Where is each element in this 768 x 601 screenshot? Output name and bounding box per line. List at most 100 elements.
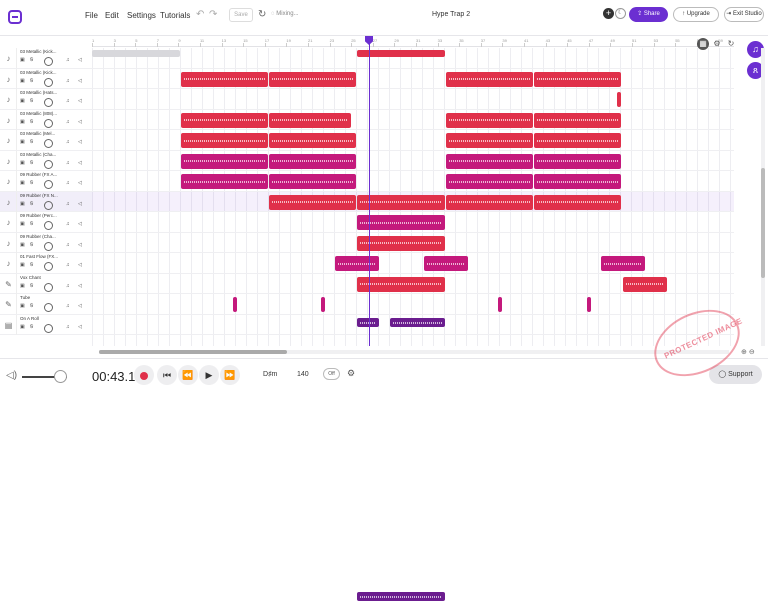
track-lane[interactable] [92,48,734,69]
fast-forward-button[interactable]: ⏩ [220,365,240,385]
track-lane[interactable] [92,69,734,89]
track-header[interactable]: ✎ Tube ▣ Ꞩ ♫ ◁ [0,294,92,315]
speaker-icon[interactable]: ◁ [78,262,82,268]
audio-clip[interactable] [357,215,445,230]
menu-file[interactable]: File [85,11,98,20]
track-name[interactable]: On A Roll [20,315,39,321]
bpm-display[interactable]: 140 [297,371,309,378]
instrument-icon[interactable]: ♪ [6,238,11,248]
key-display[interactable]: D♯m [263,371,278,378]
audio-clip[interactable] [446,112,533,128]
track-name[interactable]: 03 Metallic (Kick... [20,69,57,75]
audio-clip[interactable] [92,50,180,57]
volume-knob[interactable] [44,159,53,169]
volume-knob[interactable] [44,303,53,312]
speaker-icon[interactable]: ◁ [78,241,82,248]
audio-clip[interactable] [357,276,445,292]
speaker-icon[interactable]: ◁ [78,282,82,289]
audio-clip[interactable] [269,194,356,210]
track-header[interactable]: ♪ 03 Metallic (Kick... ▣ Ꞩ ♫ ◁ [0,48,92,69]
solo-icon[interactable]: Ꞩ [30,262,34,268]
audio-clip[interactable] [181,71,268,87]
audio-clip[interactable] [534,153,621,169]
track-header[interactable]: ♪ 03 Metallic (Hats... ▣ Ꞩ ♫ ◁ [0,89,92,110]
track-header[interactable]: ♪ 09 Rubber (FX A... ▣ Ꞩ ♫ ◁ [0,171,92,192]
arrangement-area[interactable] [92,48,734,601]
speaker-icon[interactable]: ◁ [78,139,82,145]
volume-knob[interactable] [44,323,53,333]
audio-clip[interactable] [233,297,237,312]
track-lane[interactable] [92,253,734,274]
solo-icon[interactable]: Ꞩ [30,57,34,63]
audio-clip[interactable] [390,317,445,327]
track-header[interactable]: ♪ 03 Metallic (Mel... ▣ Ꞩ ♫ ◁ [0,130,92,151]
speaker-icon[interactable]: ◁ [78,118,82,125]
track-name[interactable]: 03 Metallic (Mel... [20,131,56,136]
save-button[interactable]: Save [229,8,253,22]
mute-icon[interactable]: ▣ [20,200,25,207]
mute-icon[interactable]: ▣ [20,98,25,104]
audio-clip[interactable] [534,174,621,189]
solo-icon[interactable]: Ꞩ [30,303,34,309]
volume-knob[interactable] [44,200,53,210]
track-name[interactable]: Tube [20,295,31,300]
instrument-icon[interactable]: ♪ [6,54,11,63]
audio-clip[interactable] [446,194,533,210]
audio-clip[interactable] [357,50,445,57]
track-lane[interactable] [92,171,734,192]
master-volume-thumb[interactable] [54,370,67,383]
audio-clip[interactable] [617,92,621,107]
audio-clip[interactable] [534,194,621,210]
instrument-icon[interactable]: ♪ [6,74,11,84]
audio-clip[interactable] [623,276,667,292]
audio-clip[interactable] [335,256,379,271]
project-title[interactable]: Hype Trap 2 [432,11,471,18]
track-header[interactable]: ✎ Vox Chant ▣ Ꞩ ♫ ◁ [0,273,92,294]
mixer-icon[interactable]: ▦ [697,38,709,50]
track-name[interactable]: Vox Chant [20,274,41,280]
upgrade-button[interactable]: ↑ Upgrade [673,7,719,22]
share-button[interactable]: ⇪ Share [629,7,668,22]
track-name[interactable]: 01 Fast Flow (FX... [20,254,59,259]
track-header[interactable]: ♪ 03 Metallic (Kick... ▣ Ꞩ ♫ ◁ [0,68,92,89]
menu-tutorials[interactable]: Tutorials [160,11,191,20]
track-header[interactable]: ♪ 09 Rubber (Cha... ▣ Ꞩ ♫ ◁ [0,232,92,253]
speaker-icon[interactable]: ◁ [78,159,82,166]
track-name[interactable]: 03 Metallic (Hats... [20,90,58,95]
instrument-icon[interactable]: ♪ [6,136,11,145]
headphones-icon[interactable]: ♫ [66,118,70,125]
moon-icon[interactable]: ☾ [615,8,626,19]
loop-icon[interactable]: ↻ [727,39,735,48]
instrument-icon[interactable]: ♪ [6,259,11,268]
master-volume-slider[interactable] [22,376,67,378]
track-lane[interactable] [92,130,734,151]
volume-knob[interactable] [44,180,53,189]
track-header[interactable]: ♪ 09 Rubber (Perc... ▣ Ꞩ ♫ ◁ [0,212,92,233]
instrument-icon[interactable]: ♪ [6,95,11,104]
logo-icon[interactable] [8,10,22,24]
mute-icon[interactable]: ▣ [20,262,25,268]
audio-clip[interactable] [181,153,268,169]
audio-clip[interactable] [357,235,445,251]
volume-knob[interactable] [44,241,53,251]
audio-clip[interactable] [534,133,621,148]
headphones-icon[interactable]: ♫ [66,200,70,207]
audio-clip[interactable] [269,174,356,189]
audio-clip[interactable] [446,71,533,87]
exit-studio-button[interactable]: ⇥ Exit Studio [724,7,764,22]
headphones-icon[interactable]: ♫ [66,159,70,166]
audio-clip[interactable] [534,112,621,128]
track-name[interactable]: 03 Metallic (Cha... [20,151,57,157]
mute-icon[interactable]: ▣ [20,221,25,227]
mute-icon[interactable]: ▣ [20,323,25,330]
mute-icon[interactable]: ▣ [20,118,25,125]
solo-icon[interactable]: Ꞩ [30,77,34,84]
collaborators-icon[interactable]: ጸ [747,62,764,79]
vertical-scrollbar[interactable] [761,48,765,346]
audio-clip[interactable] [269,133,356,148]
track-name[interactable]: 09 Rubber (Cha... [20,233,56,239]
audio-clip[interactable] [357,194,445,210]
record-button[interactable] [134,365,154,385]
audio-clip[interactable] [181,174,268,189]
track-lane[interactable] [92,89,734,110]
